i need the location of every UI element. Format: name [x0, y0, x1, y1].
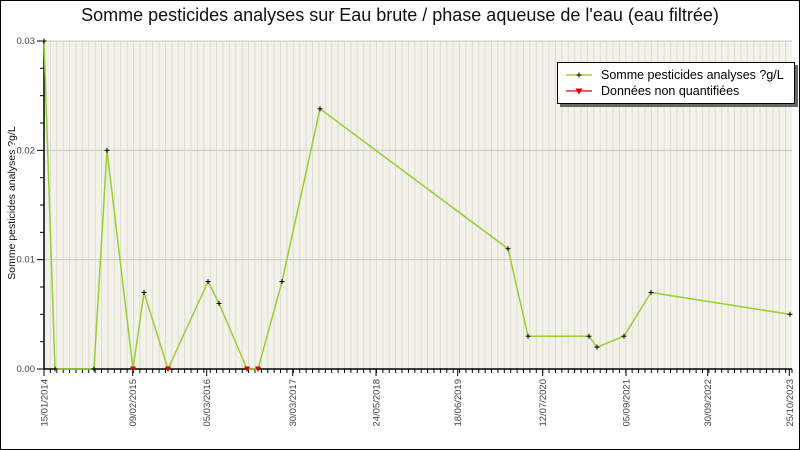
svg-text:05/09/2021: 05/09/2021	[622, 379, 633, 427]
x-tick-labels: 15/01/2014 09/02/2015 05/03/2016 30/03/2017…	[40, 379, 796, 427]
series-marker-icon	[566, 72, 592, 78]
svg-text:24/05/2018: 24/05/2018	[372, 379, 383, 427]
svg-text:09/02/2015: 09/02/2015	[128, 379, 139, 427]
svg-text:30/09/2022: 30/09/2022	[703, 379, 714, 427]
svg-text:12/07/2020: 12/07/2020	[538, 379, 549, 427]
svg-text:0.00: 0.00	[17, 364, 36, 375]
legend-item: Données non quantifiées	[564, 83, 784, 99]
value-gridlines	[44, 40, 792, 261]
data-point-markers	[41, 38, 793, 372]
svg-text:05/03/2016: 05/03/2016	[202, 379, 213, 427]
svg-text:15/01/2014: 15/01/2014	[40, 379, 51, 427]
x-axis	[43, 368, 793, 376]
unquantified-marker	[244, 366, 251, 372]
legend-item-label: Données non quantifiées	[601, 84, 740, 98]
y-tick-labels: 0.00 0.01 0.02 0.03	[17, 36, 36, 375]
legend-item: Somme pesticides analyses ?g/L	[564, 67, 784, 83]
svg-text:25/10/2023: 25/10/2023	[785, 379, 796, 427]
unquantified-marker	[165, 366, 172, 372]
svg-text:0.01: 0.01	[17, 255, 36, 266]
svg-text:0.02: 0.02	[17, 145, 36, 156]
legend-item-label: Somme pesticides analyses ?g/L	[601, 68, 784, 82]
y-axis	[37, 40, 45, 370]
chart-title: Somme pesticides analyses sur Eau brute …	[81, 5, 719, 25]
unquantified-marker-icon	[566, 88, 592, 95]
series-line	[43, 40, 791, 370]
unquantified-marker	[130, 366, 137, 372]
legend: Somme pesticides analyses ?g/L Données n…	[557, 62, 795, 104]
svg-text:0.03: 0.03	[17, 36, 36, 47]
month-gridlines	[49, 41, 787, 369]
svg-text:18/06/2019: 18/06/2019	[453, 379, 464, 427]
unquantified-marker	[255, 366, 262, 372]
svg-text:30/03/2017: 30/03/2017	[288, 379, 299, 427]
